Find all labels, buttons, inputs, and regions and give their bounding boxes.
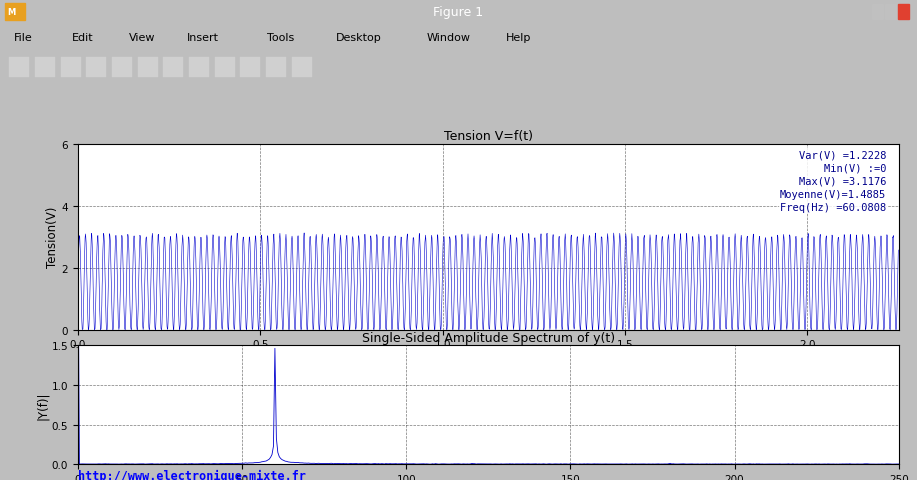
- Bar: [9, 58, 29, 78]
- Text: View: View: [129, 33, 156, 43]
- Text: Figure 1: Figure 1: [434, 6, 483, 19]
- Bar: [35, 58, 55, 78]
- Text: Window: Window: [426, 33, 470, 43]
- Bar: [112, 58, 132, 78]
- X-axis label: Temps(s): Temps(s): [462, 351, 514, 364]
- Bar: [189, 58, 209, 78]
- Bar: [86, 58, 106, 78]
- Text: Help: Help: [506, 33, 532, 43]
- Text: Edit: Edit: [72, 33, 94, 43]
- Bar: [5, 4, 25, 21]
- Bar: [163, 58, 183, 78]
- Bar: [138, 58, 158, 78]
- Y-axis label: |Y(f)|: |Y(f)|: [36, 391, 49, 419]
- Text: http://www.electronique-mixte.fr: http://www.electronique-mixte.fr: [78, 469, 306, 480]
- Bar: [872, 5, 883, 20]
- Bar: [61, 58, 81, 78]
- Bar: [215, 58, 235, 78]
- Title: Tension V=f(t): Tension V=f(t): [444, 130, 533, 143]
- Bar: [885, 5, 896, 20]
- Bar: [266, 58, 286, 78]
- Bar: [240, 58, 260, 78]
- Text: Tools: Tools: [267, 33, 294, 43]
- Title: Single-Sided Amplitude Spectrum of y(t): Single-Sided Amplitude Spectrum of y(t): [361, 332, 615, 345]
- Y-axis label: Tension(V): Tension(V): [46, 206, 59, 268]
- Text: M: M: [7, 8, 15, 17]
- Text: Var(V) =1.2228
Min(V) :=0
Max(V) =3.1176
Moyenne(V)=1.4885
Freq(Hz) =60.0808: Var(V) =1.2228 Min(V) :=0 Max(V) =3.1176…: [780, 150, 887, 213]
- Text: Desktop: Desktop: [336, 33, 381, 43]
- Bar: [898, 5, 909, 20]
- Text: Insert: Insert: [187, 33, 219, 43]
- Bar: [292, 58, 312, 78]
- Text: File: File: [14, 33, 32, 43]
